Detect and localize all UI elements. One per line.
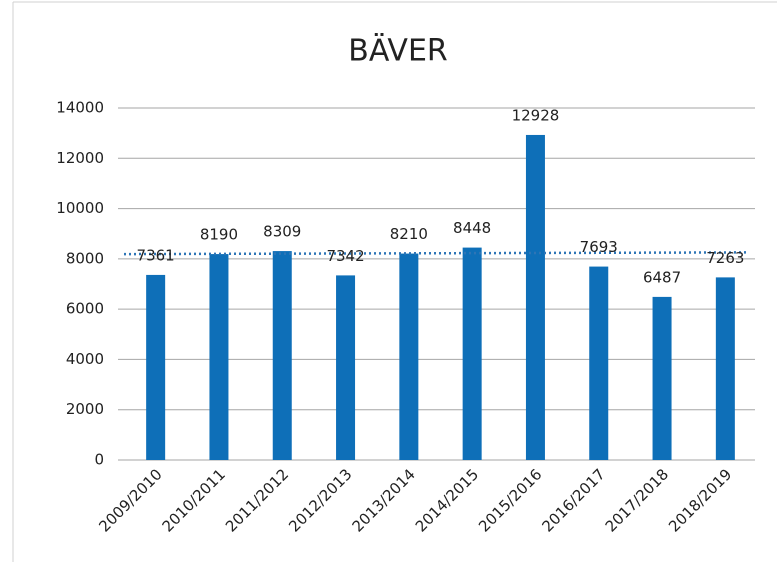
- data-label: 7263: [706, 249, 744, 267]
- data-label: 7693: [580, 238, 618, 256]
- bar: [146, 274, 166, 460]
- y-tick-label: 0: [94, 451, 104, 469]
- y-tick-label: 12000: [56, 149, 104, 167]
- data-label: 8309: [263, 223, 301, 241]
- y-tick-label: 6000: [66, 300, 104, 318]
- y-tick-label: 14000: [56, 99, 104, 117]
- data-label: 8210: [390, 225, 428, 243]
- bar: [399, 253, 419, 460]
- data-label: 7342: [326, 247, 364, 265]
- y-tick-label: 4000: [66, 350, 104, 368]
- data-label: 7361: [137, 246, 175, 264]
- data-label: 8190: [200, 226, 238, 244]
- bar: [336, 275, 356, 460]
- bar: [525, 134, 545, 461]
- bar: [589, 266, 609, 460]
- bar: [462, 247, 482, 460]
- bar: [652, 296, 672, 460]
- bar: [272, 251, 292, 460]
- bar: [209, 254, 229, 460]
- bar: [715, 277, 735, 460]
- y-tick-label: 10000: [56, 199, 104, 217]
- trendline: [123, 251, 748, 256]
- y-tick-label: 2000: [66, 400, 104, 418]
- data-label: 8448: [453, 219, 491, 237]
- chart-title: BÄVER: [348, 33, 448, 69]
- y-tick-label: 8000: [66, 249, 104, 267]
- data-label: 12928: [512, 106, 560, 124]
- data-label: 6487: [643, 268, 681, 286]
